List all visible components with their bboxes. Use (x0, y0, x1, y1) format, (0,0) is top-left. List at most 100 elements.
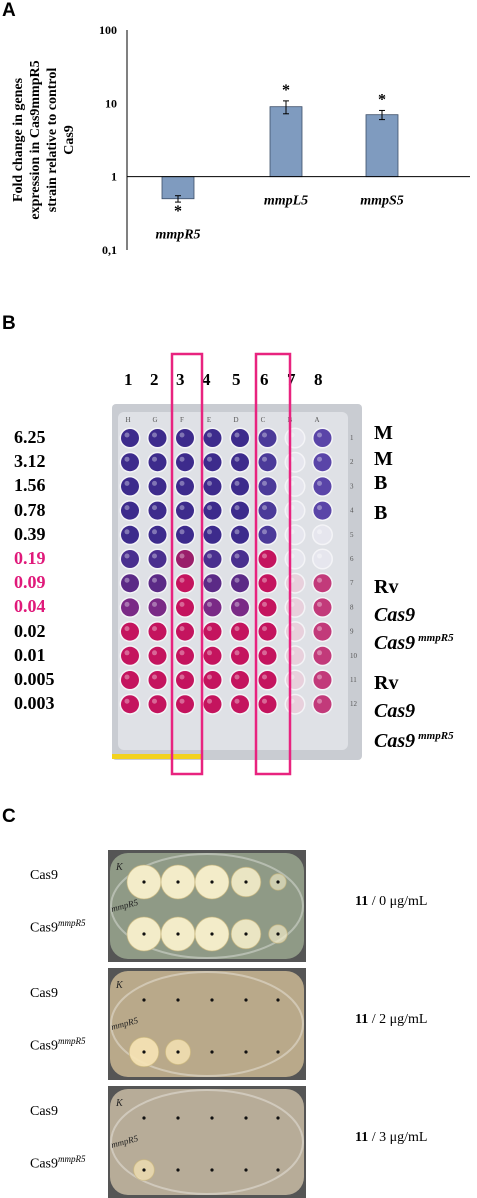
spot-marker-dot (244, 1168, 248, 1172)
well (258, 477, 277, 496)
well (148, 598, 167, 617)
well (313, 453, 332, 472)
well (148, 429, 167, 447)
well-glare (262, 674, 267, 680)
well (313, 671, 332, 689)
well-glare (152, 626, 157, 632)
spot-marker-dot (244, 1116, 248, 1120)
y-axis-label-line: Cas9 (62, 125, 77, 155)
y-tick-labels: 100 10 1 0,1 (99, 23, 117, 257)
plate-edge-letter: A (314, 416, 319, 424)
column-number: 4 (202, 370, 211, 389)
well (203, 622, 222, 641)
well (313, 477, 332, 496)
well-glare (234, 650, 240, 656)
well-glare (234, 674, 240, 680)
well (148, 501, 167, 520)
plate-edge-number: 8 (350, 603, 354, 611)
well (121, 453, 139, 472)
well (148, 525, 167, 544)
well (313, 501, 332, 520)
well (121, 598, 139, 617)
well (121, 525, 139, 544)
well-glare (207, 650, 212, 656)
well (258, 622, 277, 641)
well-glare (179, 432, 185, 438)
plate-edge-number: 11 (350, 676, 357, 684)
well (258, 671, 277, 689)
plate-edge-letter: C (261, 416, 266, 424)
well-glare (234, 432, 240, 438)
well-glare (179, 480, 185, 486)
y-tick-label: 10 (105, 96, 117, 110)
strain-superscript: mmpR5 (58, 1036, 86, 1046)
well-glare (262, 432, 267, 438)
y-tick-label: 100 (99, 23, 117, 37)
well (148, 671, 167, 689)
well (258, 598, 277, 617)
well (121, 501, 139, 520)
well-glare (124, 553, 130, 559)
strain-superscript: mmpR5 (58, 1154, 86, 1164)
concentration-label: 3.12 (14, 451, 46, 472)
plate-edge-number: 12 (350, 700, 358, 708)
well-glare (317, 480, 322, 486)
spot-marker-dot (176, 998, 180, 1002)
concentration-label: 0.005 (14, 669, 55, 689)
well (313, 695, 332, 714)
plate-edge-number: 4 (350, 507, 354, 515)
spot-marker-dot (176, 880, 180, 884)
concentration-label: 0.01 (14, 644, 46, 665)
plate-yellow-strip (112, 754, 202, 759)
well (203, 671, 222, 689)
plate-edge-number: 7 (350, 579, 354, 587)
spot-marker-dot (210, 1116, 214, 1120)
well-glare (234, 456, 240, 462)
well-glare (152, 432, 157, 438)
well-glare (124, 505, 130, 511)
well-glare (179, 601, 185, 607)
well-glare (234, 529, 240, 535)
well (231, 622, 249, 641)
agar-surface (110, 1089, 304, 1195)
spot-marker-dot (276, 880, 280, 884)
well-glare (207, 698, 212, 704)
well (148, 646, 167, 665)
y-axis-label-line: Fold change in genes (11, 77, 26, 202)
well (176, 525, 194, 544)
column-number: 6 (260, 370, 269, 389)
strain-label-superscript: mmpR5 (418, 632, 454, 645)
significance-star: * (282, 82, 290, 99)
well-glare (317, 456, 322, 462)
well (148, 622, 167, 641)
well (203, 429, 222, 447)
spot-marker-dot (276, 932, 280, 936)
plate-edge-letter: G (152, 416, 157, 424)
bar-mmpL5 (269, 106, 303, 178)
strain-label-cas9: Cas9 (30, 986, 58, 1001)
plate-edge-number: 1 (350, 434, 354, 442)
well (176, 550, 194, 568)
plate-edge-letter: F (180, 416, 184, 424)
concentration-labels: 6.25 3.12 1.56 0.78 0.39 0.19 0.09 0.04 0.02 0.01… (0, 340, 110, 800)
spot-marker-dot (276, 1168, 280, 1172)
well (121, 671, 139, 689)
well (148, 453, 167, 472)
concentration-label: 6.25 (14, 427, 46, 447)
well-glare (317, 432, 322, 438)
well-glare (262, 650, 267, 656)
well-glare (124, 650, 130, 656)
well (148, 550, 167, 568)
concentration-label: 1.56 (14, 475, 46, 496)
well-glare (152, 505, 157, 511)
panel-b-letter: B (2, 313, 16, 334)
plate-edge-number: 3 (350, 482, 354, 490)
well (313, 574, 332, 593)
plate-marker-k: K (115, 862, 124, 873)
well (176, 598, 194, 617)
well-glare (152, 529, 157, 535)
spot-marker-dot (210, 1168, 214, 1172)
well (313, 598, 332, 617)
well (258, 453, 277, 472)
